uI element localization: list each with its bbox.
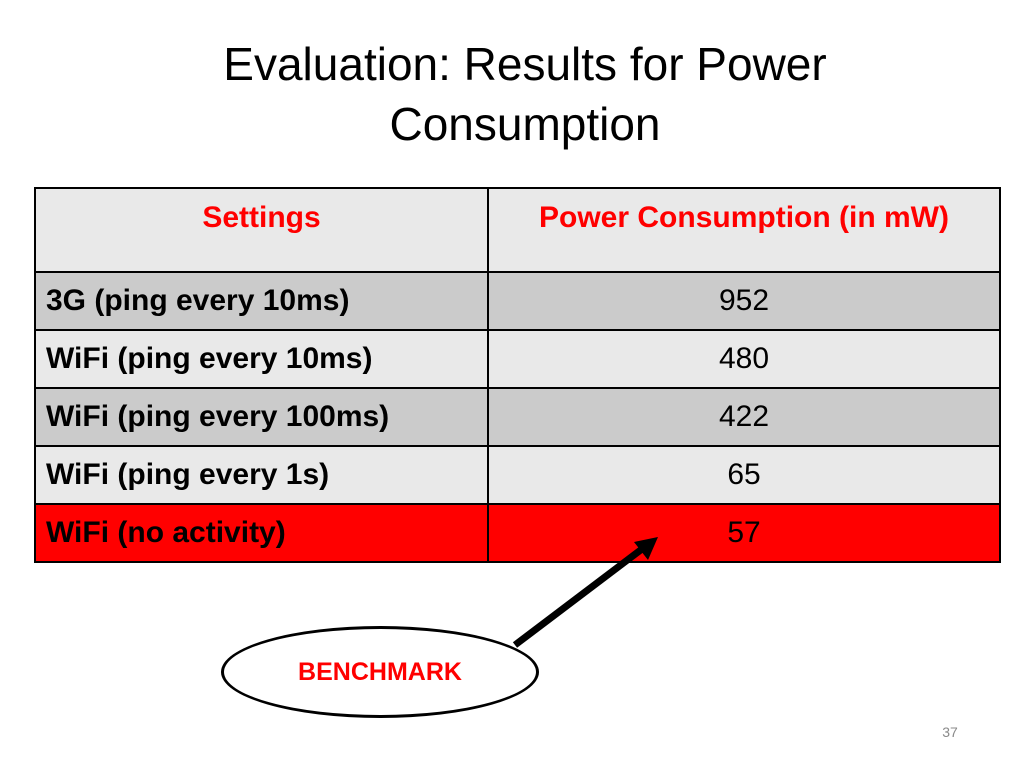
power-cell: 57: [487, 503, 1001, 563]
benchmark-callout: BENCHMARK: [221, 626, 539, 718]
header-settings: Settings: [34, 187, 489, 273]
setting-cell: 3G (ping every 10ms): [34, 271, 489, 331]
power-consumption-table: Settings Power Consumption (in mW) 3G (p…: [34, 187, 1001, 563]
power-cell: 65: [487, 445, 1001, 505]
setting-cell: WiFi (no activity): [34, 503, 489, 563]
slide-title: Evaluation: Results for Power Consumptio…: [80, 34, 970, 154]
table-row: WiFi (ping every 1s) 65: [34, 445, 1001, 505]
table-row-highlighted: WiFi (no activity) 57: [34, 503, 1001, 563]
power-cell: 952: [487, 271, 1001, 331]
setting-cell: WiFi (ping every 10ms): [34, 329, 489, 389]
header-power-consumption: Power Consumption (in mW): [487, 187, 1001, 273]
slide-number: 37: [942, 724, 958, 740]
benchmark-label: BENCHMARK: [298, 657, 462, 686]
table-row: 3G (ping every 10ms) 952: [34, 271, 1001, 331]
power-cell: 480: [487, 329, 1001, 389]
power-cell: 422: [487, 387, 1001, 447]
setting-cell: WiFi (ping every 100ms): [34, 387, 489, 447]
slide-title-line-2: Consumption: [389, 98, 661, 150]
table-row: WiFi (ping every 100ms) 422: [34, 387, 1001, 447]
setting-cell: WiFi (ping every 1s): [34, 445, 489, 505]
table-row: WiFi (ping every 10ms) 480: [34, 329, 1001, 389]
arrow-shaft: [512, 546, 645, 648]
table-header-row: Settings Power Consumption (in mW): [34, 187, 1001, 273]
slide-title-line-1: Evaluation: Results for Power: [223, 38, 827, 90]
